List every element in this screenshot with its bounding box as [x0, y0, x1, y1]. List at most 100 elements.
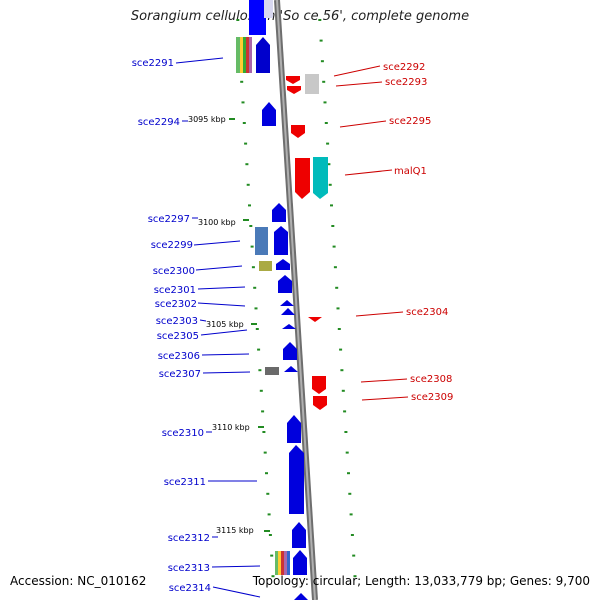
tick-dot: [353, 575, 357, 578]
tick-dot: [245, 163, 249, 166]
gene-sce2294[interactable]: [262, 102, 276, 126]
gene-label-sce2292[interactable]: sce2292: [383, 62, 425, 73]
tick-dot: [339, 348, 343, 351]
tick-dot: [336, 307, 340, 310]
tick-dot: [258, 369, 262, 372]
gene-sce2305[interactable]: [282, 324, 296, 329]
tick-dot: [250, 245, 254, 248]
gene-sce2310[interactable]: [287, 415, 301, 443]
gene-label-sce2306[interactable]: sce2306: [158, 351, 200, 362]
tick-dot: [251, 266, 255, 269]
gene-label-sce2302[interactable]: sce2302: [155, 299, 197, 310]
tick-dot: [271, 575, 275, 578]
tick-dot: [331, 225, 335, 227]
tick-dot: [254, 307, 258, 310]
gene-label-sce2291[interactable]: sce2291: [132, 58, 174, 69]
tick-dot: [265, 472, 268, 475]
gene-label-sce2305[interactable]: sce2305: [157, 331, 199, 342]
gene-label-sce2294[interactable]: sce2294: [138, 117, 180, 128]
gene-label-sce2299[interactable]: sce2299: [151, 240, 193, 251]
gene-label-sce2300[interactable]: sce2300: [153, 266, 195, 277]
map-title: Sorangium cellulosum 'So ce 56', complet…: [130, 9, 470, 24]
gene-label-sce2314[interactable]: sce2314: [169, 583, 211, 594]
gene-sce2304[interactable]: [308, 317, 322, 322]
tick-dot: [263, 451, 267, 454]
gene-label-sce2301[interactable]: sce2301: [154, 285, 196, 296]
gene-label-sce2297[interactable]: sce2297: [148, 214, 190, 225]
gene-label-sce2311[interactable]: sce2311: [164, 477, 206, 488]
tick-dot: [333, 266, 337, 269]
tick-dot: [345, 451, 349, 454]
gene-sce2293[interactable]: [287, 74, 319, 94]
tick-dot: [332, 245, 336, 248]
tick-dot: [327, 163, 331, 166]
gene-partial-top[interactable]: [249, 0, 273, 35]
genome-summary-text: Topology: circular; Length: 13,033,779 b…: [252, 574, 590, 588]
gene-sce2312[interactable]: [292, 522, 306, 548]
gene-sce2306[interactable]: [283, 342, 297, 360]
tick-dot: [244, 142, 248, 145]
gene-label-sce2309[interactable]: sce2309: [411, 392, 453, 403]
gene-label-sce2310[interactable]: sce2310: [162, 428, 204, 439]
tick-dot: [267, 513, 271, 516]
chromosome-backbone: [274, 0, 318, 600]
gene-sce2299[interactable]: [255, 226, 288, 255]
tick-dot: [241, 101, 245, 104]
tick-dot: [266, 492, 270, 495]
tick-dot: [328, 183, 332, 186]
gene-malQ1[interactable]: [295, 157, 328, 199]
tick-dot: [249, 225, 253, 227]
gene-sce2311[interactable]: [289, 445, 304, 514]
tick-dot: [257, 348, 261, 351]
tick-dot: [253, 286, 257, 289]
gene-label-sce2307[interactable]: sce2307: [159, 369, 201, 380]
gene-sce2313[interactable]: [275, 550, 307, 575]
gene-sce2291[interactable]: [236, 37, 270, 73]
tick-dot: [246, 183, 250, 186]
tick-dot: [326, 142, 330, 145]
tick-dot: [323, 101, 327, 104]
gene-sce2292[interactable]: [286, 76, 300, 84]
tick-dot: [349, 513, 353, 516]
gene-sce2308[interactable]: [312, 376, 326, 394]
tick-dot: [320, 60, 324, 63]
gene-sce2309[interactable]: [313, 396, 327, 410]
gene-sce2303[interactable]: [281, 308, 295, 315]
tick-dot: [322, 80, 326, 83]
tick-dot: [347, 472, 350, 475]
gene-label-sce2295[interactable]: sce2295: [389, 116, 431, 127]
tick-dot: [248, 204, 251, 207]
tick-dot: [270, 554, 274, 557]
kbp-label: 3115 kbp: [216, 526, 254, 535]
kbp-label: 3110 kbp: [212, 423, 250, 432]
gene-sce2301[interactable]: [278, 275, 292, 293]
gene-label-sce2293[interactable]: sce2293: [385, 77, 427, 88]
gene-sce2314[interactable]: [294, 593, 308, 600]
gene-sce2300[interactable]: [259, 259, 290, 271]
gene-sce2302[interactable]: [280, 300, 294, 306]
tick-dot: [240, 80, 244, 83]
tick-dot: [324, 122, 328, 124]
tick-dot: [340, 369, 344, 372]
gene-label-malQ1[interactable]: malQ1: [394, 166, 427, 177]
gene-label-sce2313[interactable]: sce2313: [168, 563, 210, 574]
tick-dot: [255, 328, 259, 330]
gene-label-sce2303[interactable]: sce2303: [156, 316, 198, 327]
tick-dot: [343, 410, 347, 413]
gene-sce2307[interactable]: [265, 366, 298, 375]
tick-dot: [352, 554, 356, 557]
tick-dot: [335, 286, 339, 289]
kbp-label: 3095 kbp: [188, 115, 226, 124]
accession-text: Accession: NC_010162: [10, 574, 147, 588]
gene-sce2297[interactable]: [272, 203, 286, 222]
label-connectors: [175, 57, 409, 598]
gene-label-sce2312[interactable]: sce2312: [168, 533, 210, 544]
gene-label-sce2304[interactable]: sce2304: [406, 307, 448, 318]
gene-label-sce2308[interactable]: sce2308: [410, 374, 452, 385]
kbp-marks: 3095 kbp 3100 kbp 3105 kbp 3110 kbp 3115…: [188, 115, 270, 535]
tick-dot: [350, 534, 354, 536]
gene-sce2295[interactable]: [291, 125, 305, 138]
tick-dot: [330, 204, 333, 207]
tick-dot: [268, 534, 272, 536]
